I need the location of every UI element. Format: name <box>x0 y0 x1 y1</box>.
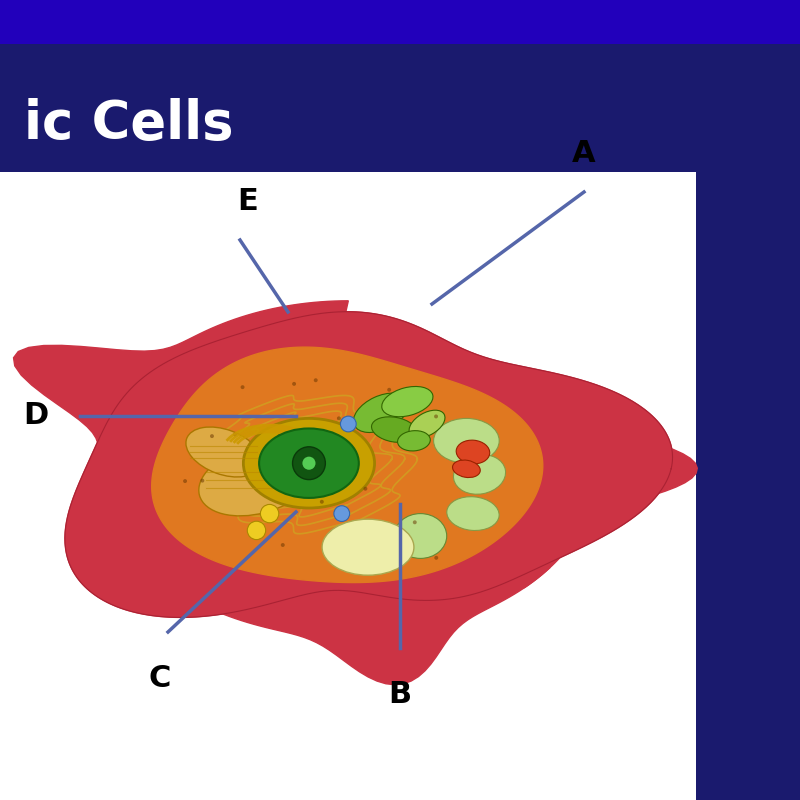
Bar <box>696 172 800 800</box>
Ellipse shape <box>382 386 433 417</box>
Circle shape <box>233 433 237 437</box>
Ellipse shape <box>446 497 499 530</box>
Text: E: E <box>238 187 258 216</box>
Circle shape <box>341 416 356 432</box>
Circle shape <box>314 378 318 382</box>
Ellipse shape <box>259 429 359 498</box>
Bar <box>0 172 800 800</box>
Circle shape <box>434 556 438 560</box>
Circle shape <box>320 500 324 504</box>
Ellipse shape <box>454 454 506 494</box>
Circle shape <box>302 457 315 470</box>
Circle shape <box>434 414 438 418</box>
Circle shape <box>241 385 245 389</box>
Ellipse shape <box>186 427 262 477</box>
Ellipse shape <box>409 410 445 438</box>
Bar <box>0 44 800 172</box>
Circle shape <box>281 543 285 547</box>
Ellipse shape <box>398 430 430 451</box>
Polygon shape <box>14 301 348 567</box>
Ellipse shape <box>243 418 374 508</box>
Circle shape <box>363 486 367 490</box>
Circle shape <box>292 382 296 386</box>
Ellipse shape <box>453 460 480 478</box>
Ellipse shape <box>394 514 446 558</box>
Circle shape <box>275 461 279 465</box>
Circle shape <box>413 520 417 524</box>
Circle shape <box>334 506 350 522</box>
Text: ic Cells: ic Cells <box>24 98 234 150</box>
Ellipse shape <box>198 444 314 516</box>
Polygon shape <box>202 469 550 685</box>
Circle shape <box>200 478 204 482</box>
Polygon shape <box>65 312 673 618</box>
Text: D: D <box>22 402 48 430</box>
Circle shape <box>210 434 214 438</box>
Ellipse shape <box>322 519 414 575</box>
Circle shape <box>337 416 341 420</box>
Circle shape <box>387 388 391 392</box>
Circle shape <box>247 522 266 539</box>
Text: C: C <box>149 664 171 693</box>
Circle shape <box>269 477 273 480</box>
Bar <box>0 0 800 44</box>
Circle shape <box>261 505 278 522</box>
Circle shape <box>293 446 326 480</box>
Text: B: B <box>389 680 411 709</box>
Circle shape <box>334 510 338 514</box>
Polygon shape <box>414 393 698 587</box>
Text: A: A <box>572 139 596 168</box>
Circle shape <box>284 447 288 451</box>
Polygon shape <box>152 347 542 582</box>
Circle shape <box>183 479 187 483</box>
Ellipse shape <box>434 418 499 463</box>
Ellipse shape <box>456 440 490 464</box>
Ellipse shape <box>354 393 409 433</box>
Circle shape <box>278 434 282 438</box>
Circle shape <box>316 494 320 498</box>
Ellipse shape <box>371 417 417 442</box>
